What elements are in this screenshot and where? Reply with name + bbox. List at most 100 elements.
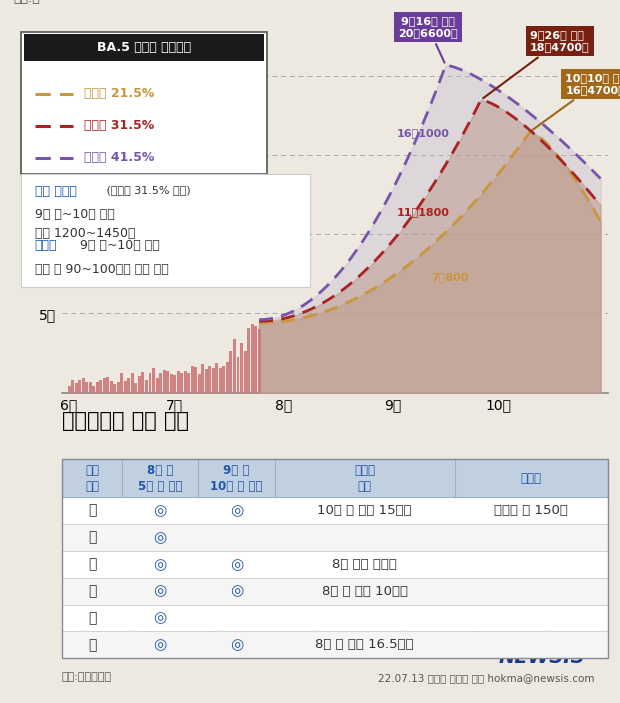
Text: 10월10일 정점
16만4700명: 10월10일 정점 16만4700명 (533, 73, 620, 130)
Bar (166, 371, 169, 392)
Bar (219, 368, 222, 392)
Bar (89, 382, 92, 392)
Bar (85, 382, 88, 392)
Bar (208, 366, 211, 392)
FancyBboxPatch shape (21, 32, 267, 174)
Text: ◎: ◎ (154, 583, 167, 599)
Text: ◎: ◎ (154, 638, 167, 652)
Text: 나: 나 (88, 530, 96, 544)
Bar (135, 382, 138, 392)
Bar (120, 373, 123, 392)
Bar (68, 385, 71, 392)
Text: 단위:명: 단위:명 (13, 0, 40, 5)
Text: 재원 중환자: 재원 중환자 (35, 185, 77, 198)
Text: 최대 일 90~100명대 발생 예상: 최대 일 90~100명대 발생 예상 (35, 263, 169, 276)
Text: 22.07.13 안지혜 그래픽 기자 hokma@newsis.com: 22.07.13 안지혜 그래픽 기자 hokma@newsis.com (378, 673, 595, 683)
Bar (191, 366, 193, 392)
Bar (184, 371, 187, 392)
Text: 다: 다 (88, 557, 96, 572)
Text: 전파율 41.5%: 전파율 41.5% (84, 151, 154, 165)
Bar (226, 362, 229, 392)
Bar (247, 328, 250, 392)
Bar (236, 356, 239, 392)
FancyBboxPatch shape (62, 631, 608, 659)
Text: ◎: ◎ (154, 530, 167, 545)
FancyBboxPatch shape (62, 497, 608, 524)
Text: ◎: ◎ (230, 583, 243, 599)
Bar (215, 363, 218, 392)
FancyBboxPatch shape (62, 459, 608, 497)
FancyBboxPatch shape (62, 605, 608, 631)
Text: 분석
기관: 분석 기관 (85, 463, 99, 493)
Bar (162, 370, 166, 392)
Text: 라: 라 (88, 584, 96, 598)
Bar (131, 373, 134, 392)
Bar (127, 378, 130, 392)
Bar (240, 343, 243, 392)
Bar (99, 380, 102, 392)
Text: (전파율 31.5% 기준): (전파율 31.5% 기준) (103, 185, 190, 195)
Text: 9월 말~10월 중순
최대 1200~1450명: 9월 말~10월 중순 최대 1200~1450명 (35, 209, 135, 240)
Bar (117, 382, 120, 392)
Text: 사망자: 사망자 (521, 472, 542, 484)
Bar (223, 366, 226, 392)
Text: 전파율 31.5%: 전파율 31.5% (84, 120, 154, 132)
Text: 9월 중
10만 명 이상: 9월 중 10만 명 이상 (210, 463, 263, 493)
Bar (194, 367, 197, 392)
Bar (258, 328, 260, 392)
Bar (71, 380, 74, 392)
Text: 8월 중순 최대치: 8월 중순 최대치 (332, 557, 397, 571)
Bar (173, 375, 176, 392)
Bar (198, 374, 201, 392)
Bar (180, 373, 183, 392)
Bar (202, 364, 205, 392)
Text: 8월 중
5만 명 이상: 8월 중 5만 명 이상 (138, 463, 182, 493)
FancyBboxPatch shape (21, 174, 310, 287)
Bar (233, 340, 236, 392)
Bar (212, 368, 215, 392)
Bar (156, 378, 159, 392)
Text: ◎: ◎ (154, 557, 167, 572)
Bar (159, 373, 162, 392)
Text: BA.5 전파율 시나리오: BA.5 전파율 시나리오 (97, 41, 191, 53)
Text: 마: 마 (88, 611, 96, 625)
Bar (149, 373, 151, 392)
Text: NEWSIS: NEWSIS (498, 647, 585, 666)
Bar (106, 377, 109, 392)
Bar (145, 380, 148, 392)
Text: 16만1000: 16만1000 (396, 128, 450, 138)
FancyBboxPatch shape (62, 524, 608, 550)
Text: 바: 바 (88, 638, 96, 652)
Text: 7만800: 7만800 (432, 272, 469, 282)
Text: 11만1800: 11만1800 (396, 207, 450, 217)
Text: ◎: ◎ (154, 610, 167, 626)
Bar (110, 381, 113, 392)
Text: 전파율 21.5%: 전파율 21.5% (84, 87, 154, 101)
Text: 민간연구진 유행 전망: 민간연구진 유행 전망 (62, 411, 189, 432)
Bar (254, 326, 257, 392)
Text: 9월 말~10월 중순: 9월 말~10월 중순 (76, 240, 159, 252)
Text: 자료:질병관리청: 자료:질병관리청 (62, 672, 112, 682)
Text: 가: 가 (88, 503, 96, 517)
Bar (78, 380, 81, 392)
Text: ◎: ◎ (230, 503, 243, 518)
Bar (205, 369, 208, 392)
Bar (92, 386, 95, 392)
Bar (95, 382, 99, 392)
Text: 중장기
전망: 중장기 전망 (354, 463, 375, 493)
Bar (138, 376, 141, 392)
FancyBboxPatch shape (62, 550, 608, 578)
FancyBboxPatch shape (24, 34, 264, 61)
Text: 8월 말 최대 10만명: 8월 말 최대 10만명 (322, 585, 408, 598)
Bar (152, 368, 155, 392)
FancyBboxPatch shape (62, 578, 608, 605)
Bar (141, 373, 144, 392)
Text: ◎: ◎ (154, 503, 167, 518)
Bar (250, 324, 254, 392)
Text: ◎: ◎ (230, 638, 243, 652)
Bar (82, 378, 84, 392)
Text: 8월 말 최대 16.5만명: 8월 말 최대 16.5만명 (316, 638, 414, 652)
Bar (244, 351, 247, 392)
Text: ◎: ◎ (230, 557, 243, 572)
Bar (229, 351, 232, 392)
